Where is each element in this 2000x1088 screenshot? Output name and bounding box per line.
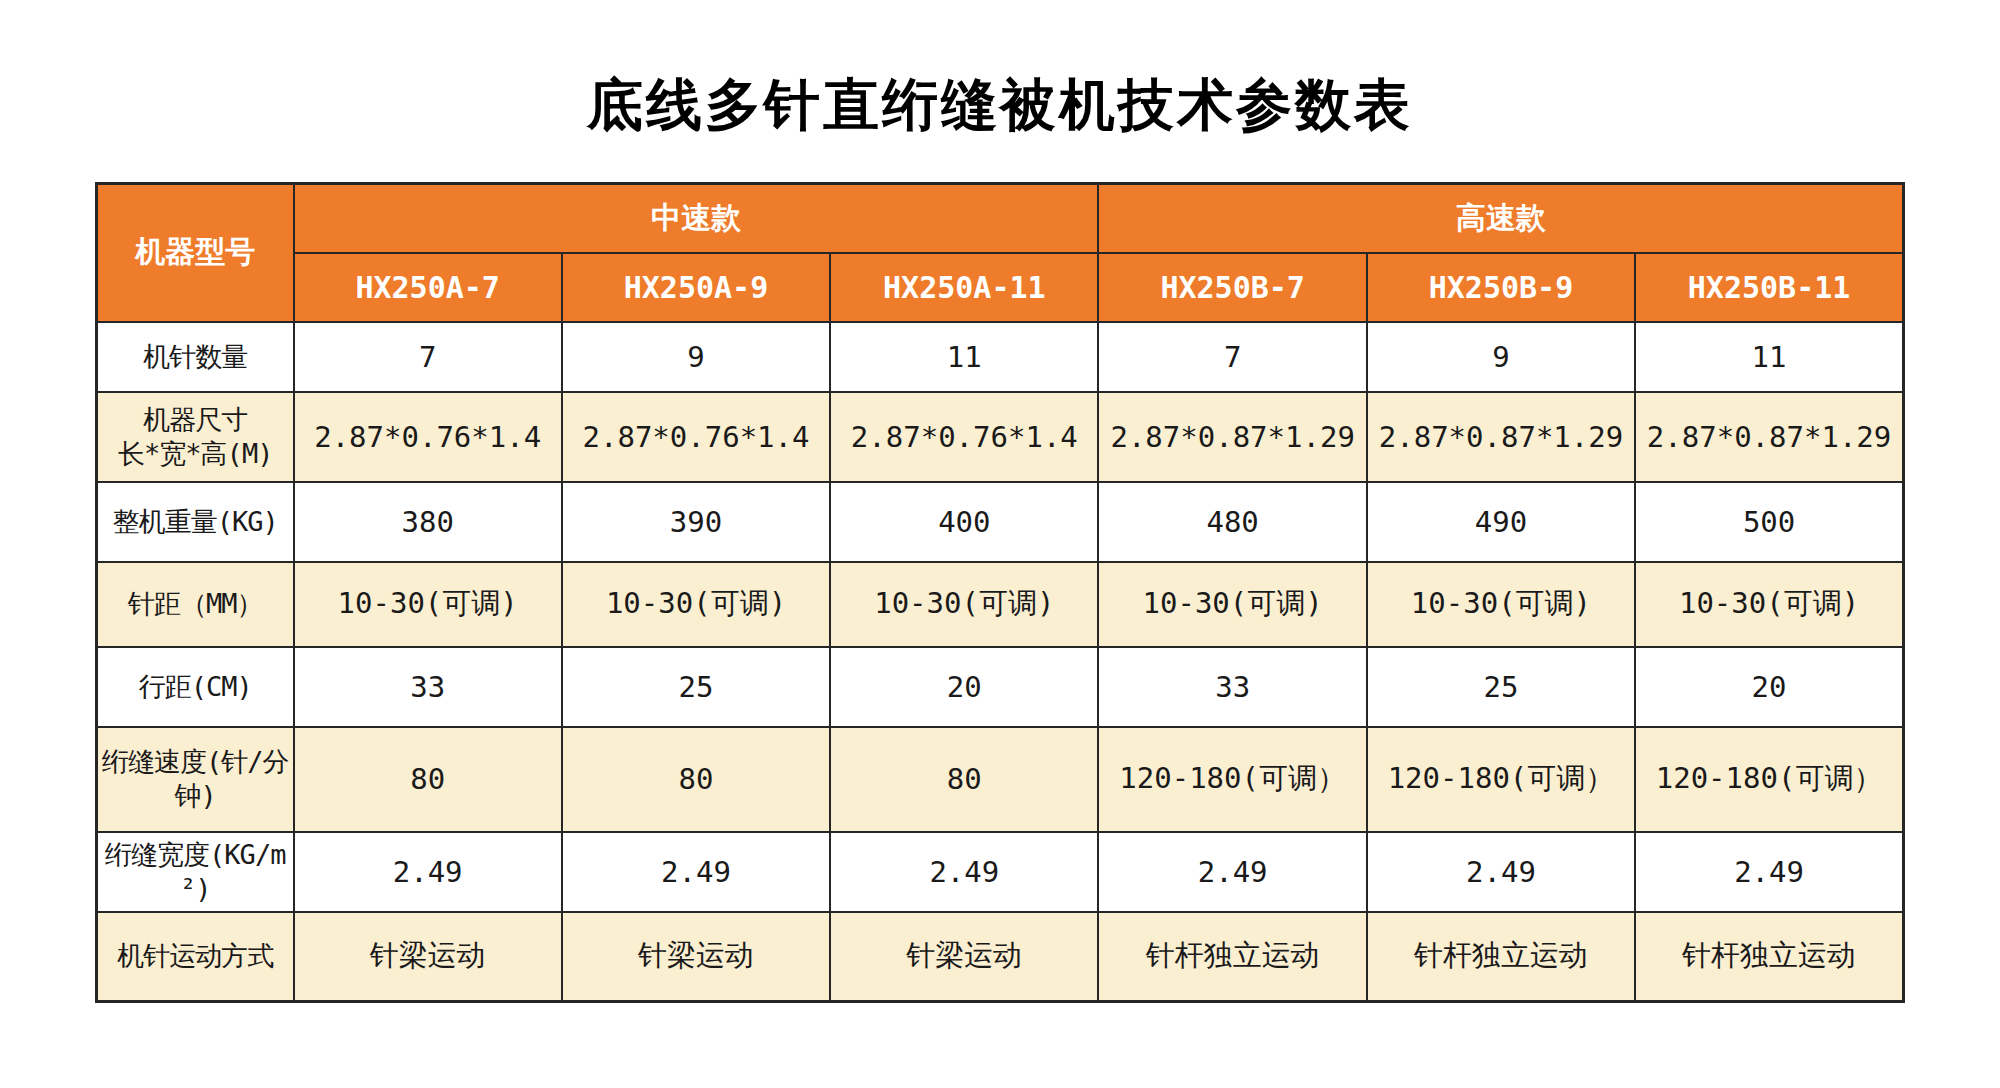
group-header-row: 机器型号 中速款 高速款	[97, 184, 1904, 253]
table-row-needle-count: 机针数量 7 9 11 7 9 11	[97, 322, 1904, 392]
value-cell: 9	[1367, 322, 1635, 392]
model-header: HX250A-11	[830, 253, 1098, 322]
value-cell: 2.87*0.76*1.4	[294, 392, 562, 482]
value-cell: 80	[562, 727, 830, 832]
value-cell: 2.87*0.87*1.29	[1635, 392, 1903, 482]
row-label: 机器尺寸 长*宽*高(M)	[97, 392, 294, 482]
value-cell: 10-30(可调)	[294, 562, 562, 647]
model-header: HX250A-7	[294, 253, 562, 322]
table-row-quilting-speed: 绗缝速度(针/分钟) 80 80 80 120-180(可调） 120-180(…	[97, 727, 1904, 832]
value-cell: 20	[1635, 647, 1903, 727]
group-header-high-speed: 高速款	[1098, 184, 1903, 253]
value-cell: 11	[830, 322, 1098, 392]
value-cell: 120-180(可调）	[1098, 727, 1366, 832]
value-cell: 针梁运动	[294, 912, 562, 1002]
row-label: 机针运动方式	[97, 912, 294, 1002]
value-cell: 10-30(可调)	[562, 562, 830, 647]
row-label: 行距(CM)	[97, 647, 294, 727]
model-header-row: HX250A-7 HX250A-9 HX250A-11 HX250B-7 HX2…	[97, 253, 1904, 322]
value-cell: 500	[1635, 482, 1903, 562]
value-cell: 33	[294, 647, 562, 727]
value-cell: 2.49	[1098, 832, 1366, 912]
value-cell: 400	[830, 482, 1098, 562]
value-cell: 针杆独立运动	[1098, 912, 1366, 1002]
value-cell: 针梁运动	[562, 912, 830, 1002]
table-row-machine-size: 机器尺寸 长*宽*高(M) 2.87*0.76*1.4 2.87*0.76*1.…	[97, 392, 1904, 482]
value-cell: 10-30(可调)	[1367, 562, 1635, 647]
corner-cell-machine-model: 机器型号	[97, 184, 294, 322]
model-header: HX250B-9	[1367, 253, 1635, 322]
table-row-row-spacing: 行距(CM) 33 25 20 33 25 20	[97, 647, 1904, 727]
value-cell: 11	[1635, 322, 1903, 392]
value-cell: 120-180(可调）	[1635, 727, 1903, 832]
value-cell: 10-30(可调)	[830, 562, 1098, 647]
table-row-quilting-width: 绗缝宽度(KG/m²) 2.49 2.49 2.49 2.49 2.49 2.4…	[97, 832, 1904, 912]
value-cell: 2.49	[294, 832, 562, 912]
value-cell: 7	[294, 322, 562, 392]
value-cell: 380	[294, 482, 562, 562]
value-cell: 120-180(可调）	[1367, 727, 1635, 832]
value-cell: 10-30(可调)	[1635, 562, 1903, 647]
spec-table: 机器型号 中速款 高速款 HX250A-7 HX250A-9 HX250A-11…	[95, 182, 1905, 1003]
value-cell: 33	[1098, 647, 1366, 727]
value-cell: 7	[1098, 322, 1366, 392]
row-label: 机针数量	[97, 322, 294, 392]
value-cell: 10-30(可调)	[1098, 562, 1366, 647]
page-title: 底线多针直绗缝被机技术参数表	[0, 68, 2000, 144]
value-cell: 针杆独立运动	[1635, 912, 1903, 1002]
row-label: 绗缝速度(针/分钟)	[97, 727, 294, 832]
group-header-medium-speed: 中速款	[294, 184, 1099, 253]
value-cell: 80	[294, 727, 562, 832]
spec-table-body: 机针数量 7 9 11 7 9 11 机器尺寸 长*宽*高(M) 2.87*0.…	[97, 322, 1904, 1002]
value-cell: 2.49	[830, 832, 1098, 912]
value-cell: 2.87*0.87*1.29	[1098, 392, 1366, 482]
value-cell: 针梁运动	[830, 912, 1098, 1002]
spec-table-header: 机器型号 中速款 高速款 HX250A-7 HX250A-9 HX250A-11…	[97, 184, 1904, 322]
value-cell: 480	[1098, 482, 1366, 562]
table-row-needle-pitch: 针距（MM） 10-30(可调) 10-30(可调) 10-30(可调) 10-…	[97, 562, 1904, 647]
value-cell: 2.49	[1635, 832, 1903, 912]
row-label: 针距（MM）	[97, 562, 294, 647]
table-row-machine-weight: 整机重量(KG) 380 390 400 480 490 500	[97, 482, 1904, 562]
model-header: HX250B-7	[1098, 253, 1366, 322]
row-label: 整机重量(KG)	[97, 482, 294, 562]
value-cell: 390	[562, 482, 830, 562]
value-cell: 490	[1367, 482, 1635, 562]
row-label: 绗缝宽度(KG/m²)	[97, 832, 294, 912]
value-cell: 2.87*0.87*1.29	[1367, 392, 1635, 482]
value-cell: 9	[562, 322, 830, 392]
value-cell: 25	[1367, 647, 1635, 727]
value-cell: 2.49	[562, 832, 830, 912]
value-cell: 20	[830, 647, 1098, 727]
value-cell: 2.87*0.76*1.4	[830, 392, 1098, 482]
table-row-needle-motion: 机针运动方式 针梁运动 针梁运动 针梁运动 针杆独立运动 针杆独立运动 针杆独立…	[97, 912, 1904, 1002]
value-cell: 2.87*0.76*1.4	[562, 392, 830, 482]
value-cell: 80	[830, 727, 1098, 832]
model-header: HX250A-9	[562, 253, 830, 322]
value-cell: 2.49	[1367, 832, 1635, 912]
value-cell: 25	[562, 647, 830, 727]
model-header: HX250B-11	[1635, 253, 1903, 322]
value-cell: 针杆独立运动	[1367, 912, 1635, 1002]
